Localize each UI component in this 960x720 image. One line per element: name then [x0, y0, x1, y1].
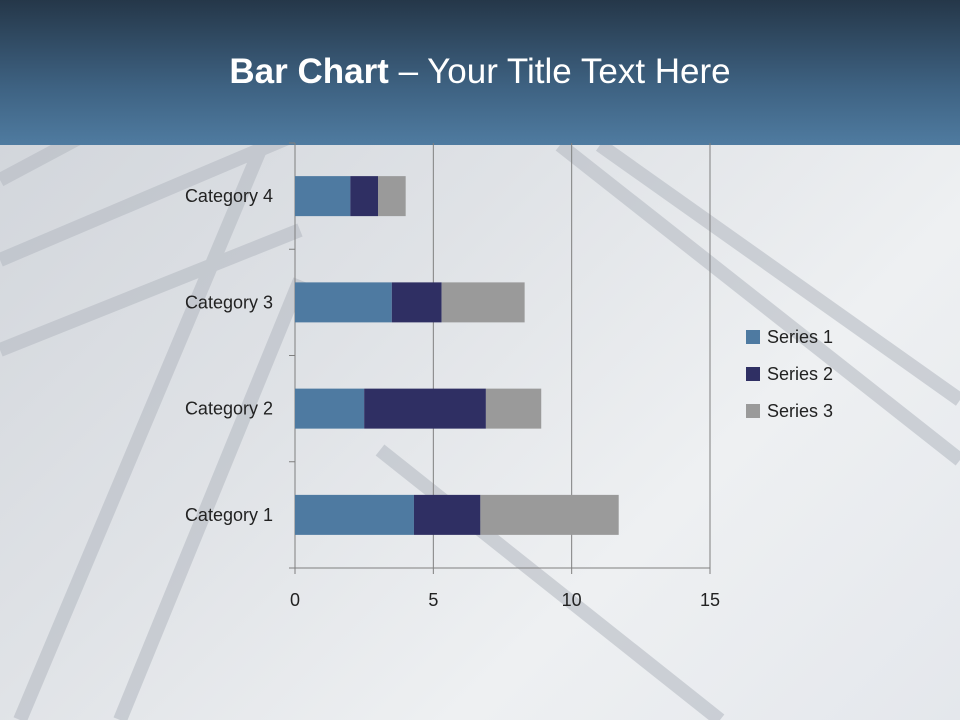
bar-series-1-category-4	[295, 176, 351, 217]
x-tick-label: 0	[290, 590, 300, 610]
bar-series-2-category-4	[350, 176, 378, 217]
bar-series-3-category-4	[378, 176, 406, 217]
title-bar	[0, 0, 960, 145]
bar-series-1-category-2	[295, 388, 365, 429]
slide-title: Bar Chart – Your Title Text Here	[229, 52, 731, 91]
category-label: Category 1	[185, 505, 273, 525]
category-label: Category 4	[185, 186, 273, 206]
bar-series-2-category-1	[413, 494, 481, 535]
legend-swatch	[746, 367, 760, 381]
x-tick-label: 10	[562, 590, 582, 610]
bar-series-3-category-3	[441, 282, 525, 323]
legend-swatch	[746, 404, 760, 418]
bar-series-3-category-1	[480, 494, 619, 535]
legend-swatch	[746, 330, 760, 344]
bar-series-2-category-3	[391, 282, 442, 323]
bar-series-2-category-2	[364, 388, 486, 429]
legend-label: Series 2	[767, 364, 833, 384]
bar-series-1-category-3	[295, 282, 392, 323]
category-label: Category 3	[185, 292, 273, 312]
category-label: Category 2	[185, 399, 273, 419]
x-tick-label: 5	[428, 590, 438, 610]
legend-label: Series 3	[767, 401, 833, 421]
bar-series-3-category-2	[485, 388, 542, 429]
x-tick-label: 15	[700, 590, 720, 610]
bar-series-1-category-1	[295, 494, 414, 535]
legend-label: Series 1	[767, 327, 833, 347]
